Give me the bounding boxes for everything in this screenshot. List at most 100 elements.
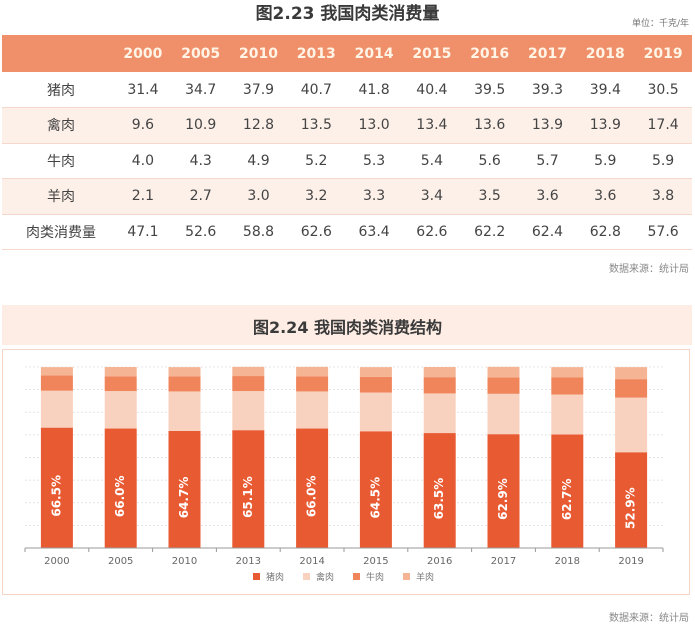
table-row: 羊肉 2.1 2.7 3.0 3.2 3.3 3.4 3.5 3.6 3.6 3.8 [2, 178, 692, 215]
legend-swatch [403, 573, 410, 580]
table-cell: 2.1 [114, 178, 172, 215]
legend-label: 禽肉 [316, 571, 334, 583]
table-cell: 57.6 [634, 214, 692, 250]
legend-swatch [253, 573, 260, 580]
bar-segment-1 [40, 390, 73, 428]
bar-segment-0 [104, 428, 137, 548]
header-year: 2005 [171, 35, 230, 72]
x-tick-label: 2017 [491, 556, 516, 567]
data-label: 64.7% [177, 477, 191, 519]
header-year: 2014 [345, 35, 403, 72]
table-cell: 17.4 [634, 107, 692, 144]
table-cell: 13.0 [345, 107, 403, 144]
bar-segment-3 [359, 367, 392, 377]
bar-segment-3 [232, 366, 265, 377]
table-cell: 3.0 [229, 178, 288, 215]
bar-segment-0 [168, 430, 201, 548]
bar-segment-2 [615, 379, 648, 398]
table-cell: 10.9 [171, 107, 230, 144]
bar-segment-1 [551, 394, 584, 435]
legend-swatch [303, 573, 310, 580]
bar-segment-3 [423, 367, 456, 378]
table-cell: 41.8 [345, 72, 403, 108]
table-row: 肉类消费量 47.1 52.6 58.8 62.6 63.4 62.6 62.2 62.4 62.… [2, 214, 692, 250]
table-row: 禽肉 9.6 10.9 12.8 13.5 13.0 13.4 13.6 13.9 13.9 17.… [2, 107, 692, 144]
bar-segment-0 [40, 427, 73, 548]
table-cell: 13.9 [518, 107, 577, 144]
table-cell: 40.4 [402, 72, 461, 108]
x-tick-label: 2019 [618, 556, 643, 567]
table-cell: 47.1 [114, 214, 172, 250]
bar-segment-3 [168, 367, 201, 377]
row-label: 羊肉 [2, 178, 114, 215]
legend-swatch [353, 573, 360, 580]
data-label: 62.7% [560, 478, 574, 520]
x-tick-label: 2013 [236, 556, 261, 567]
table-cell: 37.9 [229, 72, 288, 108]
table-cell: 13.5 [287, 107, 346, 144]
table-cell: 9.6 [114, 107, 172, 144]
header-year: 2010 [229, 35, 288, 72]
bar-segment-2 [359, 376, 392, 393]
table-cell: 5.7 [518, 143, 577, 179]
bar-segment-0 [487, 434, 520, 548]
table-cell: 63.4 [345, 214, 403, 250]
table-cell: 62.4 [518, 214, 577, 250]
table-cell: 62.2 [460, 214, 519, 250]
stacked-bar-chart: 66.5% 2000 66.0% 2005 64.7% 2010 65.1% 2013 66.0… [24, 366, 664, 583]
bar-segment-0 [359, 431, 392, 548]
table-cell: 52.6 [171, 214, 230, 250]
row-label: 牛肉 [2, 143, 114, 179]
bar-segment-1 [487, 393, 520, 435]
x-tick-label: 2015 [363, 556, 388, 567]
table-cell: 13.6 [460, 107, 519, 144]
x-tick-label: 2000 [44, 556, 69, 567]
header-year: 2016 [460, 35, 519, 72]
header-year: 2018 [576, 35, 635, 72]
row-label: 禽肉 [2, 107, 114, 144]
data-label: 64.5% [368, 477, 382, 519]
bar-segment-2 [296, 376, 329, 392]
table-cell: 39.3 [518, 72, 577, 108]
table-cell: 62.8 [576, 214, 635, 250]
bar-segment-3 [296, 366, 329, 377]
table-cell: 5.9 [634, 143, 692, 179]
row-label: 猪肉 [2, 72, 114, 108]
table-cell: 62.6 [402, 214, 461, 250]
bar-segment-3 [40, 367, 73, 376]
table-cell: 3.2 [287, 178, 346, 215]
table-cell: 31.4 [114, 72, 172, 108]
data-label: 66.0% [113, 475, 127, 517]
table-cell: 13.4 [402, 107, 461, 144]
bar-segment-1 [232, 391, 265, 431]
chart-title: 图2.24 我国肉类消费结构 [252, 318, 443, 337]
bar-segment-3 [487, 366, 520, 378]
table-cell: 4.0 [114, 143, 172, 179]
bar-segment-1 [104, 391, 137, 429]
header-corner [2, 35, 114, 72]
table-cell: 3.5 [460, 178, 519, 215]
table-cell: 5.2 [287, 143, 346, 179]
bar-segment-2 [40, 375, 73, 391]
legend-label: 猪肉 [266, 571, 284, 583]
table-cell: 5.6 [460, 143, 519, 179]
data-label: 66.0% [305, 475, 319, 517]
chart-container: 66.5% 2000 66.0% 2005 64.7% 2010 65.1% 2013 66.0… [2, 349, 690, 595]
x-tick-label: 2010 [172, 556, 197, 567]
x-tick-label: 2005 [108, 556, 133, 567]
bar-segment-0 [423, 433, 456, 548]
data-label: 52.9% [624, 487, 638, 529]
bar-segment-1 [359, 392, 392, 432]
meat-consumption-table: 2000 2005 2010 2013 2014 2015 2016 2017 … [2, 35, 692, 250]
row-label: 肉类消费量 [2, 214, 114, 250]
header-year: 2000 [114, 35, 172, 72]
table-row: 牛肉 4.0 4.3 4.9 5.2 5.3 5.4 5.6 5.7 5.9 5.9 [2, 143, 692, 179]
table-cell: 13.9 [576, 107, 635, 144]
table-cell: 40.7 [287, 72, 346, 108]
table-cell: 58.8 [229, 214, 288, 250]
data-label: 63.5% [432, 478, 446, 520]
table-cell: 34.7 [171, 72, 230, 108]
bar-segment-1 [423, 393, 456, 434]
x-tick-label: 2018 [555, 556, 580, 567]
bar-segment-3 [615, 367, 648, 380]
